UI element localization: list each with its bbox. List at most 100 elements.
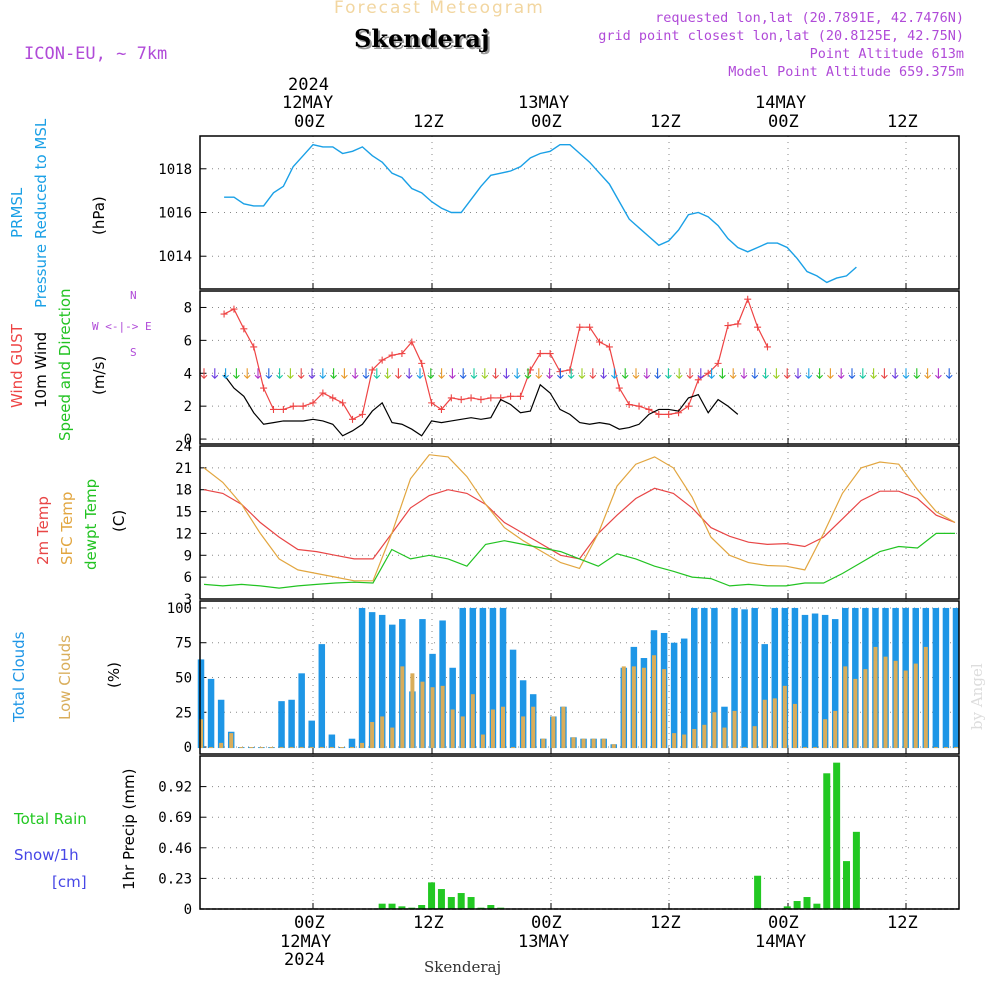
y-tick-label: 6 [184,570,192,586]
top-year: 2024 [288,75,329,95]
wind-arrow [341,368,348,380]
top-tick-5: 00Z [768,112,799,132]
top-tick-4: 12Z [650,112,681,132]
gust-point [388,351,396,359]
y-tick-label: 0.69 [158,810,192,826]
bottom-tick-6: 12Z [887,913,918,933]
total-cloud-bar [469,607,477,749]
total-cloud-bar [489,607,497,749]
low-cloud-bar [309,747,314,749]
wind-arrow [578,368,586,380]
gust-point [625,401,633,409]
wind-arrow [243,368,251,380]
low-cloud-bar [380,716,385,749]
wind-arrow [859,368,867,380]
total-cloud-bar [942,607,950,749]
top-tick-2: 12Z [413,112,444,132]
gust-point [408,338,416,346]
wind-arrow [621,368,629,380]
low-cloud-bar [470,694,475,749]
wind-arrow [330,368,337,380]
total-cloud-bar [217,699,225,749]
temperature-panel: 3 6 9 12 15 18 21 24 [175,439,960,608]
gust-point [299,402,307,410]
total-cloud-bar [358,607,366,749]
wind-arrow [913,368,921,380]
y-tick-label: 25 [175,705,192,721]
low-cloud-bar [943,747,948,749]
gust-point [763,343,771,351]
wind-arrow [503,368,510,380]
low-cloud-bar [400,666,405,749]
total-cloud-bar [741,609,748,749]
wind-arrow [665,368,672,380]
total-cloud-bar [711,607,718,749]
low-cloud-bar [480,734,485,749]
low-cloud-bar [803,747,807,749]
wind-arrow [675,368,683,380]
low-cloud-bar [652,655,656,749]
gust-point [596,338,604,346]
total-cloud-bar [207,678,215,749]
sfc-temp-line [203,454,956,582]
y-tick-label: 1018 [158,162,192,178]
total-cloud-bar [761,644,768,749]
wind-arrow [729,368,737,380]
temp2m-line [203,487,956,560]
total-cloud-bar [952,607,960,749]
bottom-day-1: 12MAY [280,932,332,952]
total-cloud-bar [811,613,819,749]
low-cloud-bar [782,685,787,749]
low-cloud-bar [289,747,294,749]
location-title: Skenderaj [354,24,490,53]
y-tick-label: 8 [184,300,192,316]
low-cloud-bar [551,716,556,749]
low-cloud-bar [933,747,938,749]
wind-arrow [308,368,316,380]
top-tick-1: 00Z [294,112,325,132]
low-cloud-bar [601,738,606,749]
pressure-line [224,143,857,284]
low-cloud-bar [813,747,818,749]
wind-panel: 0 2 4 6 8 [184,290,960,448]
wind-arrow [654,368,661,380]
total-cloud-bar [781,607,789,749]
wind-arrow [416,368,424,380]
wind-arrow [362,368,370,380]
bottom-day-3: 14MAY [755,932,807,952]
low-cloud-bar [239,747,244,749]
low-cloud-bar [390,727,395,749]
wind-arrow [783,368,791,380]
y-tick-label: 24 [175,439,192,455]
total-cloud-bar [821,614,829,749]
gust-point [635,402,643,410]
gust-point [704,369,712,377]
total-rain-label: Total Rain [14,810,87,828]
gust-point [536,350,544,358]
low-cloud-bar [370,722,375,749]
wind-arrow [708,368,715,380]
precip-bar [418,905,426,909]
gust-point [418,359,426,367]
wind-arrow [589,368,597,380]
y-tick-label: 0.92 [158,780,192,796]
low-cloud-bar [662,669,667,749]
gust-point [507,392,515,400]
low-cloud-bar [450,709,455,749]
low-cloud-bar [631,666,636,749]
wind-arrow [276,368,283,380]
precip-bar [428,882,436,909]
total-cloud-bar [449,667,456,749]
y-tick-label: 9 [184,548,192,564]
low-cloud-bar [923,646,928,749]
precip-bar [783,906,791,909]
wind-arrow [719,368,726,380]
bottom-tick-2: 12Z [413,913,444,933]
wind-arrow [935,368,942,380]
low-cloud-bar [702,724,707,749]
y-tick-label: 1014 [158,249,192,265]
wind-arrow [546,368,553,380]
precip-bar [447,897,455,909]
gust-point [714,359,722,367]
pressure-panel: 1014 1016 1018 [158,135,960,290]
